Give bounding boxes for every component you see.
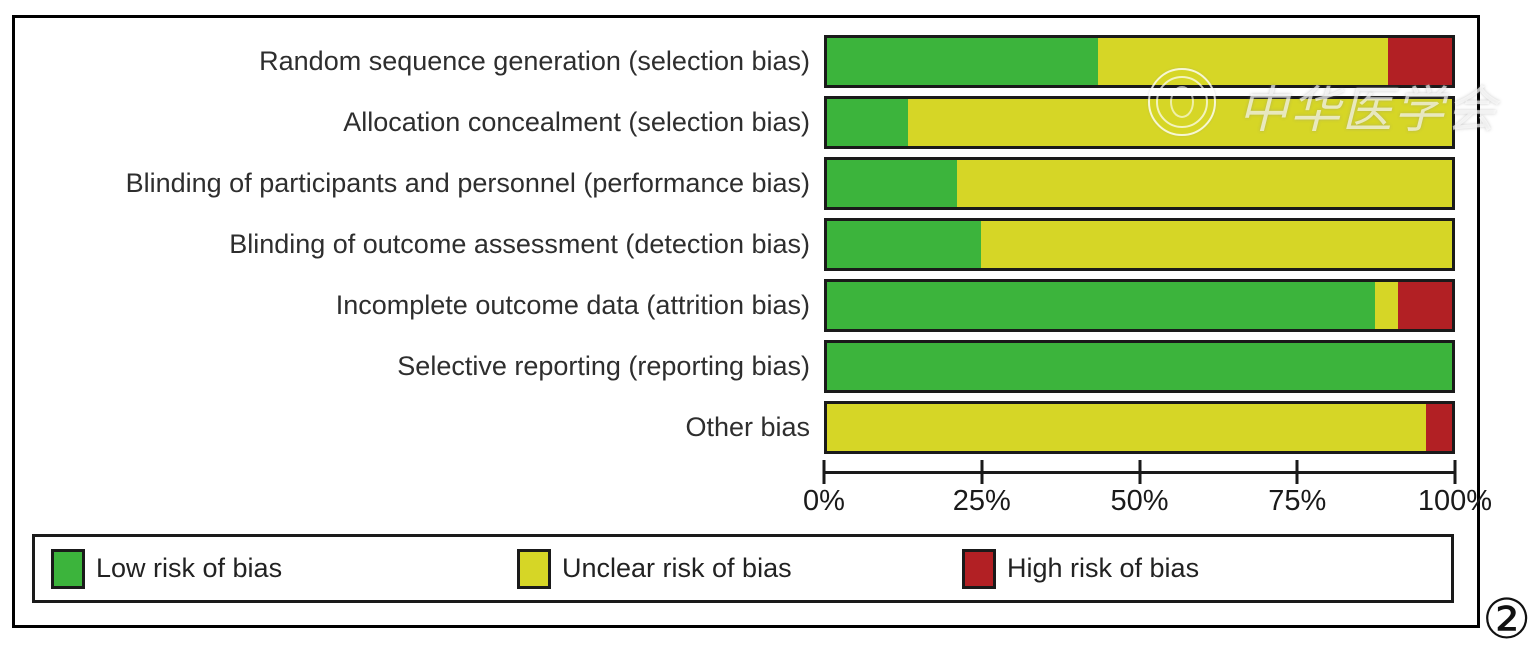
axis-tick-label: 100% xyxy=(1417,485,1493,517)
chart-row: Other bias xyxy=(0,401,1535,454)
risk-bar xyxy=(824,401,1455,454)
legend-swatch-low xyxy=(51,548,85,589)
axis-tick-label: 25% xyxy=(952,485,1011,517)
segment-low-risk xyxy=(827,282,1375,329)
chart-row: Blinding of outcome assessment (detectio… xyxy=(0,218,1535,271)
axis-tick xyxy=(980,460,984,484)
risk-bar xyxy=(824,96,1455,149)
legend-label: High risk of bias xyxy=(1007,553,1200,583)
legend-label: Low risk of bias xyxy=(96,553,283,583)
axis-tick xyxy=(1295,460,1299,484)
chart-row: Incomplete outcome data (attrition bias) xyxy=(0,279,1535,332)
segment-unclear-risk xyxy=(981,221,1452,268)
legend-swatch-high xyxy=(962,548,996,589)
segment-high-risk xyxy=(1387,38,1452,85)
segment-low-risk xyxy=(827,99,909,146)
axis-tick-label: 50% xyxy=(1110,485,1169,517)
risk-bar xyxy=(824,218,1455,271)
segment-unclear-risk xyxy=(1097,38,1388,85)
category-label: Blinding of outcome assessment (detectio… xyxy=(229,229,810,259)
axis-tick-label: 75% xyxy=(1268,485,1327,517)
risk-bar xyxy=(824,340,1455,393)
risk-bar xyxy=(824,279,1455,332)
chart-row: Blinding of participants and personnel (… xyxy=(0,157,1535,210)
legend: Low risk of bias Unclear risk of bias High… xyxy=(32,534,1454,603)
figure-number-badge: ② xyxy=(1482,588,1532,650)
axis-tick xyxy=(1138,460,1141,484)
category-label: Blinding of participants and personnel (… xyxy=(125,168,810,198)
segment-unclear-risk xyxy=(908,99,1452,146)
axis-tick xyxy=(1453,460,1457,484)
segment-unclear-risk xyxy=(827,404,1427,451)
category-label: Allocation concealment (selection bias) xyxy=(343,107,810,137)
segment-low-risk xyxy=(827,160,957,207)
segment-low-risk xyxy=(827,38,1098,85)
chart-row: Selective reporting (reporting bias) xyxy=(0,340,1535,393)
risk-bar xyxy=(824,35,1455,88)
category-label: Incomplete outcome data (attrition bias) xyxy=(335,290,810,320)
legend-swatch-unclear xyxy=(517,548,551,589)
segment-high-risk xyxy=(1426,404,1452,451)
segment-low-risk xyxy=(827,221,982,268)
risk-bar xyxy=(824,157,1455,210)
segment-high-risk xyxy=(1398,282,1452,329)
legend-item: Low risk of bias xyxy=(51,537,282,600)
legend-item: Unclear risk of bias xyxy=(517,537,792,600)
chart-row: Random sequence generation (selection bi… xyxy=(0,35,1535,88)
axis-tick-label: 0% xyxy=(803,485,845,517)
category-label: Other bias xyxy=(685,412,810,442)
legend-item: High risk of bias xyxy=(962,537,1199,600)
axis-tick xyxy=(822,460,826,484)
segment-low-risk xyxy=(827,343,1452,390)
category-label: Random sequence generation (selection bi… xyxy=(259,46,810,76)
legend-label: Unclear risk of bias xyxy=(562,553,792,583)
chart-row: Allocation concealment (selection bias) xyxy=(0,96,1535,149)
x-axis: 0% 25% 50% 75% 100% xyxy=(803,455,1492,525)
segment-unclear-risk xyxy=(1374,282,1399,329)
category-label: Selective reporting (reporting bias) xyxy=(397,351,810,381)
segment-unclear-risk xyxy=(957,160,1452,207)
